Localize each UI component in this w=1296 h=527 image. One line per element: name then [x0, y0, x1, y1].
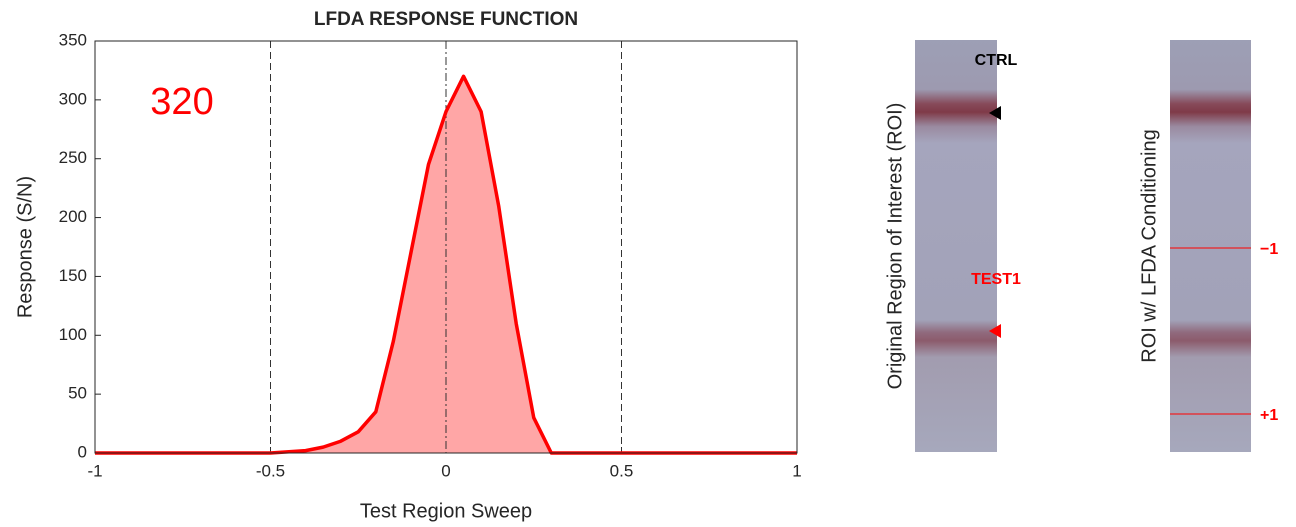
- roi-strip: [915, 40, 997, 452]
- conditioned-strip: [1170, 40, 1251, 452]
- y-tick-label: 150: [59, 266, 87, 285]
- test-marker: [989, 324, 1001, 338]
- x-axis-label: Test Region Sweep: [360, 500, 532, 522]
- y-tick-label: 50: [68, 384, 87, 403]
- y-tick-label: 100: [59, 325, 87, 344]
- control-label: CTRL: [975, 52, 1018, 69]
- test-label: TEST1: [971, 271, 1021, 288]
- y-tick-label: 0: [78, 442, 87, 461]
- y-tick-label: 200: [59, 207, 87, 226]
- y-tick-label: 300: [59, 89, 87, 108]
- x-tick-label: 0.5: [610, 461, 634, 480]
- y-tick-label: 250: [59, 148, 87, 167]
- control-marker: [989, 106, 1001, 120]
- area-fill: [95, 76, 797, 454]
- lower-bound-label: −1: [1260, 241, 1278, 258]
- plot-area: 0 50 100 150 200 250 300 350 -1 -0.5 0 0.5 1: [59, 30, 802, 480]
- upper-bound-label: +1: [1260, 407, 1278, 424]
- x-tick-label: -0.5: [256, 461, 285, 480]
- y-tick-label: 350: [59, 30, 87, 49]
- annotation: 320: [150, 81, 213, 123]
- plot-frame: [94, 40, 798, 454]
- y-axis-label: Response (S/N): [14, 176, 36, 318]
- response-line: [95, 74, 797, 455]
- chart-title: LFDA RESPONSE FUNCTION: [314, 9, 578, 30]
- roi-label: Original Region of Interest (ROI): [884, 103, 906, 390]
- x-tick-label: -1: [87, 461, 102, 480]
- conditioned-label: ROI w/ LFDA Conditioning: [1138, 129, 1160, 362]
- x-tick-label: 1: [792, 461, 801, 480]
- x-tick-label: 0: [441, 461, 450, 480]
